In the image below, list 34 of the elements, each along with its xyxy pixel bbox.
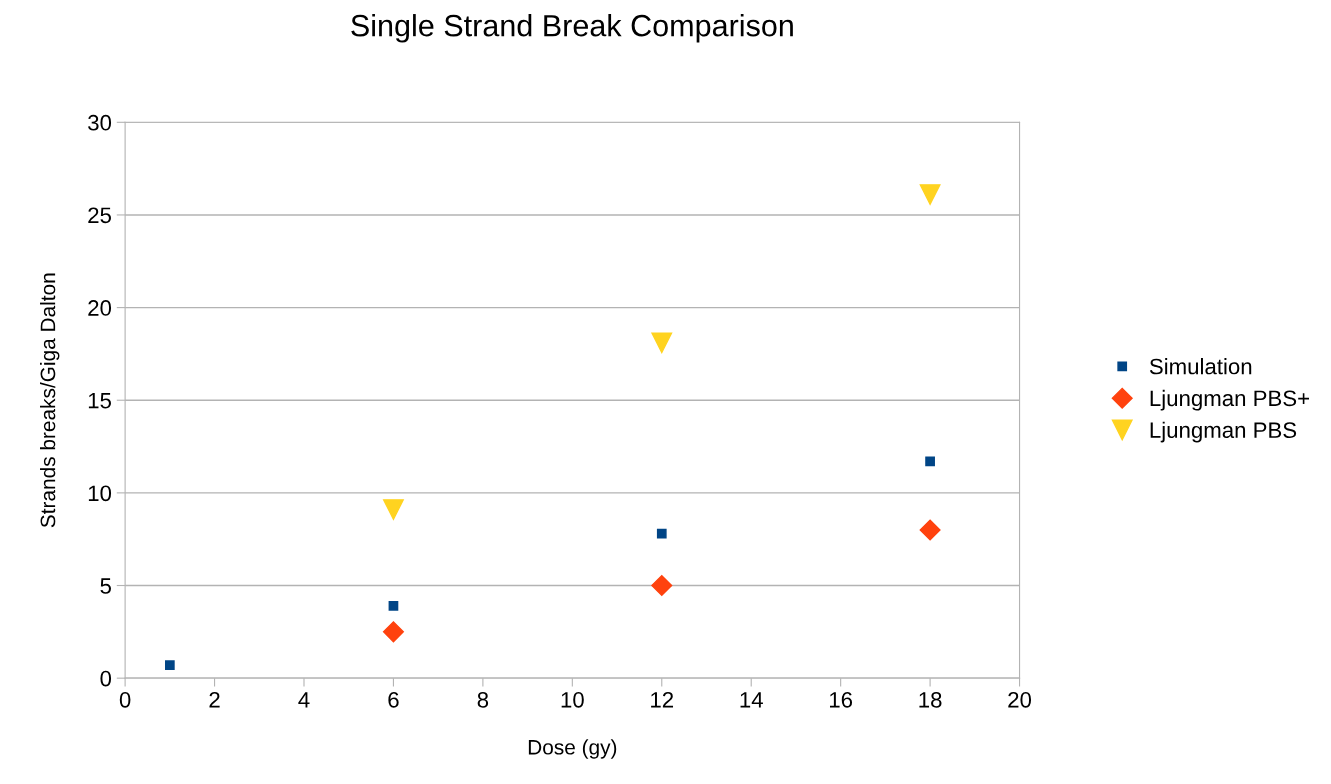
x-axis-title: Dose (gy)	[528, 739, 617, 759]
y-tick-label: 25	[88, 207, 111, 224]
x-tick-label: 12	[651, 691, 674, 708]
point	[925, 456, 935, 467]
x-tick-label: 20	[1008, 691, 1032, 708]
x-tick-label: 6	[388, 691, 399, 708]
point	[388, 601, 399, 611]
legend-label: Ljungman PBS+	[1150, 389, 1309, 411]
x-tick-label: 10	[561, 691, 584, 708]
y-tick-label: 20	[88, 300, 112, 316]
x-tick-label: 18	[919, 691, 942, 708]
point	[919, 184, 941, 205]
point	[656, 528, 667, 539]
x-tick-label: 16	[830, 691, 853, 708]
y-tick-label: 0	[100, 670, 112, 687]
x-tick-label: 2	[209, 691, 220, 708]
x-tick-label: 0	[119, 691, 131, 708]
point	[651, 332, 673, 354]
chart-title: Single Strand Break Comparison	[351, 14, 793, 43]
point	[919, 519, 941, 541]
x-tick-label: 4	[298, 692, 310, 708]
x-tick-label: 14	[740, 692, 763, 708]
y-tick-label: 30	[88, 114, 112, 131]
x-tick-label: 8	[477, 691, 489, 708]
y-axis-title: Strands breaks/Giga Dalton	[40, 273, 60, 528]
legend-label: Ljungman PBS	[1150, 421, 1297, 443]
y-tick-label: 15	[88, 393, 111, 409]
point	[164, 660, 175, 671]
legend-label: Simulation	[1149, 358, 1252, 375]
point	[383, 499, 404, 520]
point	[382, 621, 404, 643]
point	[651, 575, 673, 597]
y-tick-label: 5	[100, 578, 111, 594]
y-tick-label: 10	[88, 485, 112, 502]
